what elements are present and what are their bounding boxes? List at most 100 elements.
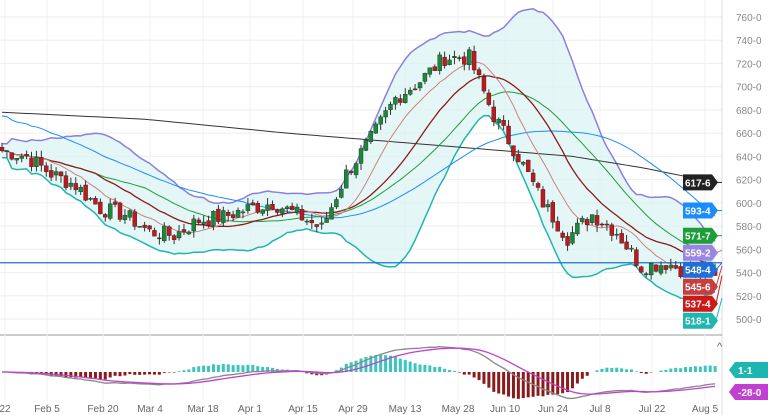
signal-line bbox=[2, 347, 716, 395]
candle-body bbox=[378, 116, 383, 125]
macd-histogram-bar bbox=[516, 372, 520, 399]
macd-histogram-bar bbox=[507, 372, 511, 397]
macd-histogram-bar bbox=[93, 372, 97, 379]
candle-body bbox=[594, 215, 600, 226]
x-tick-label: Apr 1 bbox=[238, 404, 262, 415]
candle-body bbox=[437, 54, 442, 71]
candle-body bbox=[550, 202, 555, 223]
macd-histogram-bar bbox=[236, 364, 240, 372]
candle-body bbox=[265, 204, 270, 211]
candle-body bbox=[34, 156, 39, 167]
macd-histogram-bar bbox=[261, 366, 265, 372]
macd-histogram-bar bbox=[103, 372, 107, 380]
candle-body bbox=[88, 198, 93, 200]
candle-body bbox=[221, 210, 226, 223]
candle-body bbox=[466, 49, 472, 65]
ma-20 bbox=[1, 75, 716, 268]
candle-body bbox=[580, 217, 585, 222]
candle-body bbox=[368, 131, 374, 142]
y-tick-label: 640-0 bbox=[736, 152, 762, 163]
macd-histogram-bar bbox=[448, 369, 452, 372]
price-label: 559-2 bbox=[683, 244, 723, 261]
macd-histogram-bar bbox=[354, 360, 358, 372]
x-tick-label: Mar 4 bbox=[137, 404, 163, 415]
y-tick-label: 740-0 bbox=[736, 36, 762, 47]
price-label: 548-4 bbox=[683, 261, 723, 278]
macd-histogram-bar bbox=[349, 362, 353, 372]
candle-body bbox=[4, 150, 10, 152]
candle-body bbox=[673, 265, 678, 269]
candle-body bbox=[663, 265, 669, 270]
candle-body bbox=[250, 202, 256, 206]
candle-body bbox=[545, 204, 551, 208]
candle-body bbox=[678, 266, 683, 278]
macd-label-text: 1-1 bbox=[738, 366, 753, 377]
candle-body bbox=[29, 157, 34, 167]
candle-body bbox=[353, 163, 359, 176]
candle-body bbox=[260, 209, 265, 214]
macd-histogram-bar bbox=[708, 365, 712, 372]
candle-body bbox=[230, 214, 236, 219]
macd-histogram-bar bbox=[118, 372, 122, 377]
macd-histogram-bar bbox=[644, 372, 648, 374]
candle-body bbox=[176, 231, 182, 239]
macd-histogram-bar bbox=[566, 372, 570, 393]
x-tick-label: Mar 18 bbox=[187, 404, 219, 415]
ma-200 bbox=[1, 111, 716, 183]
macd-histogram-bar bbox=[79, 372, 83, 378]
candle-body bbox=[19, 155, 24, 159]
macd-histogram-bar bbox=[615, 367, 619, 372]
candle-body bbox=[589, 214, 595, 223]
macd-histogram-bar bbox=[138, 372, 142, 375]
macd-histogram-bar bbox=[536, 372, 540, 396]
candle-body bbox=[501, 120, 506, 126]
candle-body bbox=[535, 183, 541, 188]
x-tick-label: Jun 24 bbox=[538, 404, 568, 415]
macd-histogram-bar bbox=[113, 372, 117, 376]
macd-histogram-bar bbox=[639, 372, 643, 374]
price-label-text: 617-6 bbox=[685, 178, 711, 189]
macd-histogram-bar bbox=[98, 372, 102, 379]
macd-histogram-bar bbox=[664, 369, 668, 372]
macd-histogram-bar bbox=[74, 372, 78, 378]
macd-histogram-bar bbox=[472, 372, 476, 378]
macd-histogram-bar bbox=[580, 372, 584, 379]
macd-histogram-bar bbox=[226, 364, 230, 372]
candle-body bbox=[191, 218, 196, 232]
candle-body bbox=[412, 88, 418, 91]
candle-body bbox=[427, 67, 433, 75]
candle-body bbox=[432, 66, 437, 71]
candle-body bbox=[530, 172, 536, 182]
y-tick-label: 540-0 bbox=[736, 269, 762, 280]
candle-body bbox=[506, 125, 511, 145]
candle-body bbox=[235, 210, 241, 218]
macd-histogram-bar bbox=[561, 372, 565, 394]
candle-body bbox=[275, 209, 280, 213]
macd-histogram-bar bbox=[197, 366, 201, 372]
candle-body bbox=[58, 171, 64, 177]
candle-body bbox=[122, 215, 128, 221]
candle-body bbox=[107, 203, 113, 219]
macd-label: -28-0 bbox=[729, 384, 768, 400]
macd-histogram-bar bbox=[84, 372, 88, 379]
candle-body bbox=[668, 265, 674, 269]
candle-body bbox=[373, 123, 378, 134]
candle-body bbox=[245, 204, 251, 211]
macd-histogram-bar bbox=[595, 370, 599, 372]
macd-histogram-bar bbox=[369, 355, 373, 372]
macd-histogram-bar bbox=[492, 372, 496, 392]
macd-histogram-bar bbox=[359, 358, 363, 372]
macd-histogram-bar bbox=[526, 372, 530, 398]
candle-body bbox=[560, 232, 565, 238]
price-label: 537-4 bbox=[683, 275, 723, 312]
x-tick-label: May 28 bbox=[442, 404, 475, 415]
macd-histogram-bar bbox=[428, 365, 432, 372]
price-label-bg bbox=[683, 202, 718, 219]
candle-body bbox=[117, 202, 123, 220]
candle-body bbox=[629, 247, 634, 250]
bollinger-lower bbox=[1, 114, 716, 300]
macd-histogram-bar bbox=[157, 372, 161, 375]
macd-label-bg bbox=[729, 384, 768, 400]
